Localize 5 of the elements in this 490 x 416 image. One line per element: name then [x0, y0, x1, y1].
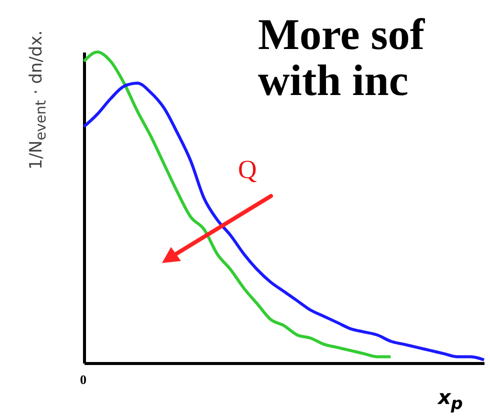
chart-title: More sof: [258, 10, 425, 59]
text: 0: [80, 372, 86, 388]
x-axis-title: x$_{p}$: [438, 385, 463, 413]
chart-subtitle: with inc: [258, 56, 408, 105]
annotation: Q: [238, 155, 257, 185]
